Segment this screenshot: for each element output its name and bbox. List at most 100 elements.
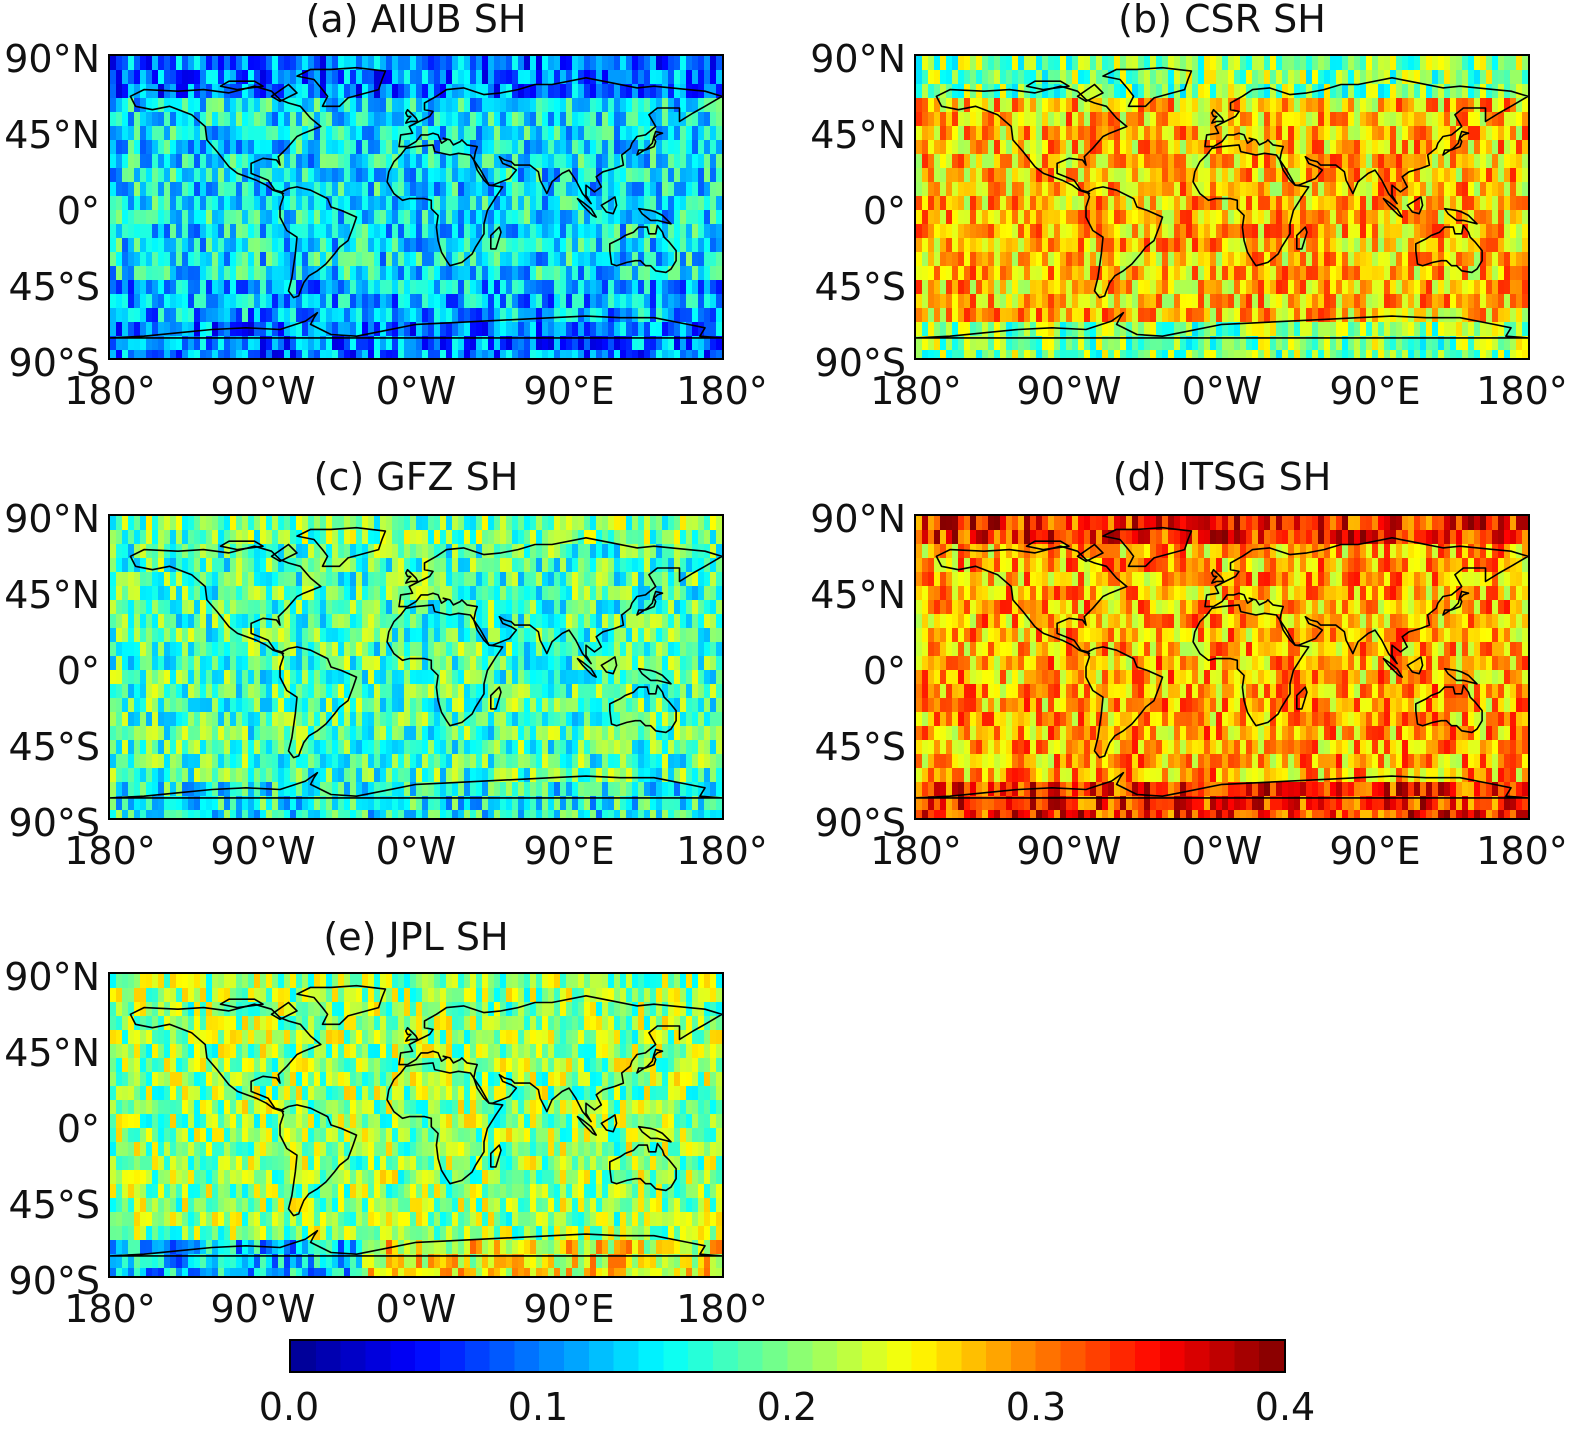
lat-label: 90°S [8, 341, 100, 385]
colorbar-tick: 0.3 [1005, 1385, 1067, 1429]
coastline [637, 667, 672, 685]
value-field [110, 56, 722, 358]
coastline [1296, 686, 1308, 710]
lat-label: 90°S [814, 801, 906, 845]
coastline [405, 108, 419, 124]
coastline [636, 130, 664, 156]
colorbar-tick: 0.4 [1254, 1385, 1316, 1429]
colorbar-tick: 0.2 [756, 1385, 818, 1429]
coastline [637, 207, 672, 225]
panel-title: (e) JPL SH [323, 915, 509, 959]
lat-label: 45°S [814, 725, 906, 769]
coastline [398, 537, 722, 665]
coastline [1296, 226, 1308, 250]
coastline [1085, 186, 1164, 299]
coastline [609, 1142, 677, 1192]
lat-label: 90°S [8, 1259, 100, 1303]
lat-label: 45°N [4, 1031, 100, 1075]
lon-label: 90°W [210, 369, 316, 413]
panel-title: (b) CSR SH [1118, 0, 1326, 41]
coastlines [916, 66, 1528, 339]
coastlines [110, 526, 722, 799]
coastline [600, 1114, 618, 1133]
lon-label: 90°W [1016, 829, 1122, 873]
coastline [270, 543, 298, 563]
lat-label: 0° [56, 189, 100, 233]
coastline [279, 186, 358, 299]
lat-label: 90°N [810, 37, 906, 81]
lon-label: 90°W [1016, 369, 1122, 413]
map-plot [914, 514, 1530, 820]
coastline [916, 311, 1528, 339]
coastline [490, 686, 502, 710]
coastline [1076, 83, 1104, 103]
coastline [1102, 526, 1193, 568]
coastline [296, 526, 387, 568]
lon-label: 180° [676, 829, 768, 873]
coastline [1102, 66, 1193, 108]
lat-label: 45°N [810, 573, 906, 617]
lon-label: 180° [676, 369, 768, 413]
coastline [1382, 197, 1403, 218]
coastline [609, 684, 677, 734]
coastline [1443, 207, 1478, 225]
lat-label: 45°N [810, 113, 906, 157]
coastline [270, 1001, 298, 1021]
value-field [110, 974, 722, 1276]
lat-label: 90°N [4, 37, 100, 81]
coastline [270, 83, 298, 103]
coastline [110, 311, 722, 339]
coastline [490, 1144, 502, 1168]
coastline [1443, 667, 1478, 685]
coastline [386, 1062, 504, 1185]
coastline [219, 540, 264, 551]
lat-label: 45°S [8, 1183, 100, 1227]
coastline [1442, 590, 1470, 616]
lat-label: 0° [862, 649, 906, 693]
panel-title: (d) ITSG SH [1112, 455, 1332, 499]
lon-label: 180° [64, 1287, 156, 1331]
lat-label: 45°S [814, 265, 906, 309]
lat-label: 45°S [8, 725, 100, 769]
coastline [279, 1104, 358, 1217]
lon-label: 0°W [375, 369, 457, 413]
lon-label: 90°E [523, 369, 615, 413]
map-plot [108, 972, 724, 1278]
coastline [576, 657, 597, 678]
lon-label: 90°E [523, 1287, 615, 1331]
lon-label: 90°W [210, 1287, 316, 1331]
coastline [219, 80, 264, 91]
coastline [1192, 604, 1310, 727]
lat-label: 45°N [4, 573, 100, 617]
lon-label: 90°E [1329, 829, 1421, 873]
coastline [296, 66, 387, 108]
coastline [576, 1115, 597, 1136]
lat-label: 45°N [4, 113, 100, 157]
lat-label: 45°S [8, 265, 100, 309]
colorbar-tick: 0.1 [507, 1385, 569, 1429]
value-field [110, 516, 722, 818]
coastline [405, 1026, 419, 1042]
lat-label: 0° [862, 189, 906, 233]
lon-label: 180° [64, 369, 156, 413]
coastlines [916, 526, 1528, 799]
coastline [916, 771, 1528, 799]
coastline [636, 1048, 664, 1074]
lon-label: 180° [1476, 829, 1568, 873]
coastline [386, 604, 504, 727]
lat-label: 90°S [814, 341, 906, 385]
coastline [1076, 543, 1104, 563]
coastline [110, 1229, 722, 1257]
map-plot [914, 54, 1530, 360]
coastline [1204, 77, 1528, 205]
map-plot [108, 54, 724, 360]
coastline [1382, 657, 1403, 678]
panel-title: (c) GFZ SH [313, 455, 519, 499]
colorbar-tick: 0.0 [258, 1385, 320, 1429]
lat-label: 0° [56, 1107, 100, 1151]
lon-label: 90°E [523, 829, 615, 873]
coastline [1415, 684, 1483, 734]
coastline [576, 197, 597, 218]
lon-label: 0°W [375, 829, 457, 873]
coastline [1442, 130, 1470, 156]
